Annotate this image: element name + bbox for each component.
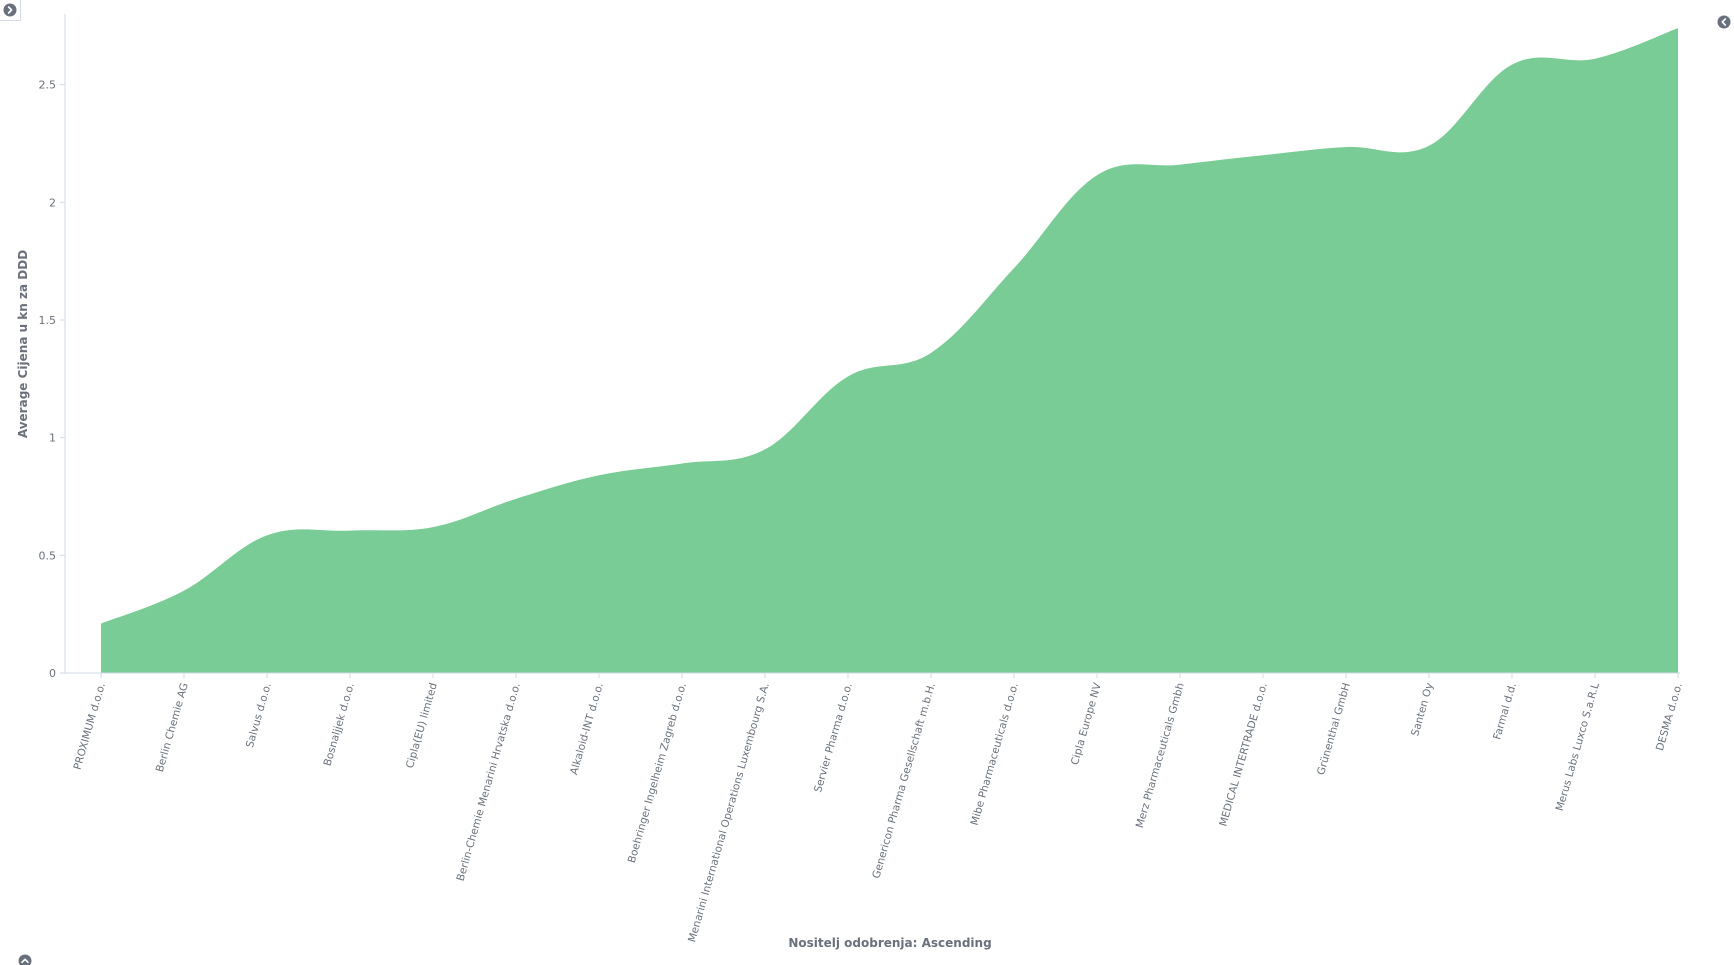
- x-tick-label: Menarini International Operations Luxemb…: [686, 682, 772, 944]
- data-point[interactable]: [1426, 143, 1432, 149]
- legend-toggle-button[interactable]: [0, 0, 21, 21]
- data-point[interactable]: [1509, 62, 1515, 68]
- data-point[interactable]: [1094, 172, 1100, 178]
- data-point[interactable]: [347, 528, 353, 534]
- x-ticks: PROXIMUM d.o.o. Berlin Chemie AG Salvus d.…: [72, 673, 1685, 944]
- chevron-right-circle-icon: [3, 3, 17, 17]
- data-point[interactable]: [762, 446, 768, 452]
- x-tick-label: Farmal d.d.: [1491, 682, 1519, 742]
- x-tick-label: MEDICAL INTERTRADE d.o.o.: [1217, 682, 1270, 828]
- area-series[interactable]: [101, 28, 1678, 673]
- y-tick-label: 1: [49, 432, 56, 445]
- x-tick-label: PROXIMUM d.o.o.: [72, 682, 108, 772]
- data-point[interactable]: [181, 588, 187, 594]
- chevron-up-circle-icon: [18, 954, 32, 965]
- x-tick-label: Santen Oy: [1409, 682, 1436, 738]
- y-axis-title: Average Cijena u kn za DDD: [16, 250, 30, 438]
- x-tick-label: Grünenthal GmbH: [1315, 682, 1353, 777]
- y-ticks: 0 0.5 1 1.5 2 2.5: [39, 79, 65, 680]
- x-tick-label: Genericon Pharma Gesellschaft m.b.H.: [870, 682, 937, 880]
- data-point[interactable]: [928, 350, 934, 356]
- x-tick-label: Cipla(EU) limited: [404, 682, 440, 770]
- area-layer: [98, 25, 1681, 673]
- data-point[interactable]: [679, 461, 685, 467]
- x-tick-label: Salvus d.o.o.: [244, 682, 274, 750]
- x-tick-label: Cipla Europe NV: [1069, 681, 1104, 767]
- data-point[interactable]: [1675, 25, 1681, 31]
- x-tick-label: Berlin Chemie AG: [154, 682, 191, 774]
- data-point[interactable]: [1260, 152, 1266, 158]
- x-tick-label: Berlin-Chemie Menarini Hrvatska d.o.o.: [455, 682, 523, 883]
- x-axis-title: Nositelj odobrenja: Ascending: [788, 936, 991, 950]
- x-tick-label: Mibe Pharmaceuticals d.o.o.: [969, 682, 1021, 827]
- y-tick-label: 0: [49, 667, 56, 680]
- x-tick-label: Boehringer Ingelheim Zagreb d.o.o.: [626, 682, 689, 865]
- data-point[interactable]: [845, 373, 851, 379]
- data-point[interactable]: [1343, 144, 1349, 150]
- expand-bottom-button[interactable]: [16, 952, 34, 965]
- data-point[interactable]: [1011, 265, 1017, 271]
- data-point[interactable]: [513, 496, 519, 502]
- x-tick-label: DESMA d.o.o.: [1654, 682, 1685, 753]
- x-tick-label: Alkaloid-INT d.o.o.: [568, 682, 606, 777]
- y-tick-label: 0.5: [39, 549, 57, 562]
- x-tick-label: Merz Pharmaceuticals Gmbh: [1134, 682, 1187, 830]
- data-point[interactable]: [1177, 162, 1183, 168]
- y-tick-label: 2: [49, 196, 56, 209]
- y-tick-label: 2.5: [39, 79, 57, 92]
- x-tick-label: Servier Pharma d.o.o.: [812, 682, 855, 794]
- chevron-left-circle-icon: [1717, 15, 1731, 29]
- data-point[interactable]: [98, 621, 104, 627]
- x-tick-label: Merus Labs Luxco S.a.R.L: [1554, 681, 1602, 812]
- x-tick-label: Bosnaljjek d.o.o.: [322, 682, 357, 768]
- collapse-panel-button[interactable]: [1715, 13, 1733, 31]
- data-point[interactable]: [430, 524, 436, 530]
- data-point[interactable]: [264, 532, 270, 538]
- axes: [64, 14, 1680, 674]
- data-point[interactable]: [596, 472, 602, 478]
- data-point[interactable]: [1592, 56, 1598, 62]
- y-tick-label: 1.5: [39, 314, 57, 327]
